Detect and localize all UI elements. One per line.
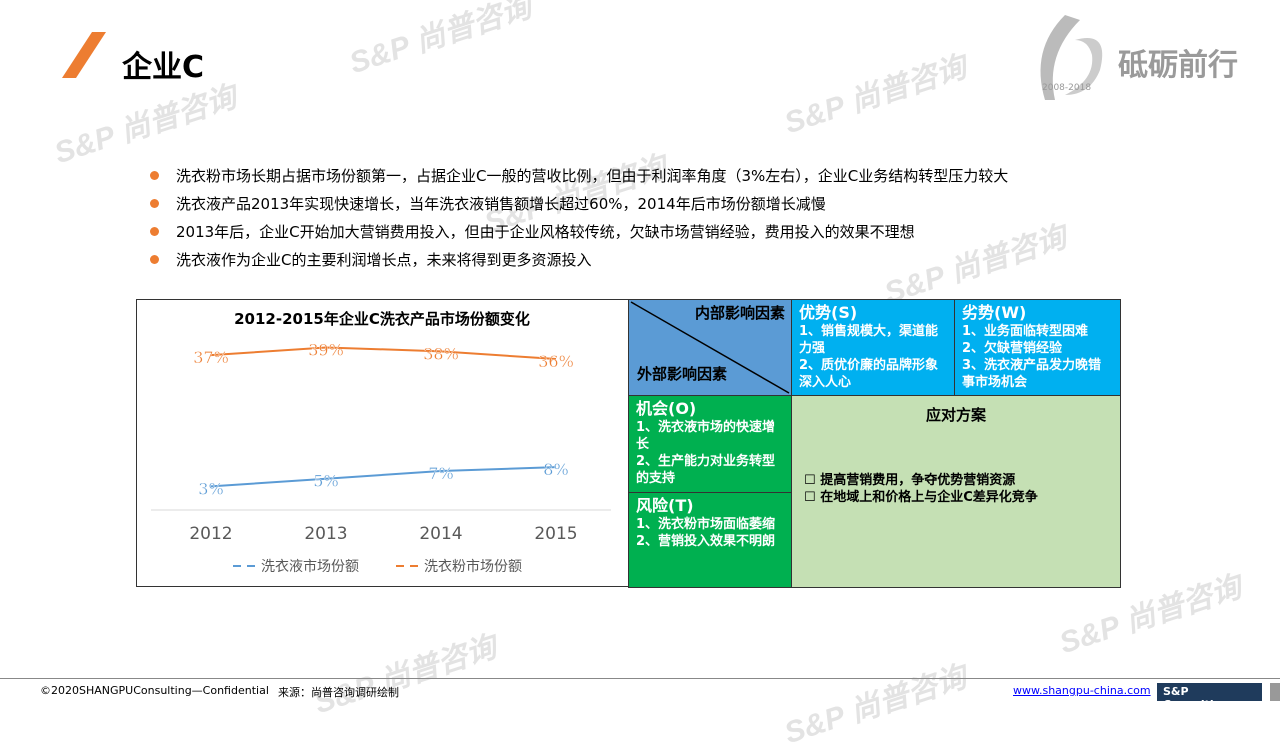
footer-logo: S&P Consulting — [1157, 683, 1262, 711]
x-tick-label: 2012 — [189, 524, 232, 544]
weaknesses-cell: 劣势(W) 1、业务面临转型困难 2、欠缺营销经验 3、洗衣液产品发力晚错事市场… — [954, 299, 1121, 396]
watermark: S&P 尚普咨询 — [310, 630, 501, 721]
swot-matrix: 内部影响因素 外部影响因素 优势(S) 1、销售规模大，渠道能力强 2、质优价廉… — [628, 299, 1121, 588]
brand-slogan: 砥砺前行 — [1118, 48, 1238, 83]
opportunities-title: 机会(O) — [636, 399, 697, 418]
line-chart: 2012-2015年企业C洗衣产品市场份额变化 2012 2013 2014 2015… — [151, 310, 611, 575]
anniversary-logo: 2008-2018 — [1040, 15, 1103, 100]
plan-item: ☐ 提高营销费用，争夺优势营销资源 — [804, 473, 1016, 488]
x-tick-label: 2015 — [534, 524, 577, 544]
strengths-items: 1、销售规模大，渠道能力强 2、质优价廉的品牌形象深入人心 — [799, 324, 939, 390]
swot-header-cell: 内部影响因素 外部影响因素 — [628, 299, 792, 396]
weaknesses-title: 劣势(W) — [962, 303, 1027, 322]
copyright: ©2020SHANGPUConsulting—Confidential — [40, 684, 269, 697]
opportunities-items: 1、洗衣液市场的快速增长 2、生产能力对业务转型的支持 — [636, 420, 776, 486]
bullet-item: 2013年后，企业C开始加大营销费用投入，但由于企业风格较传统，欠缺市场营销经验… — [148, 218, 1008, 246]
legend-label: 洗衣液市场份额 — [261, 558, 359, 575]
footer-accent — [1270, 683, 1280, 701]
data-label: 5% — [313, 472, 338, 491]
x-tick-label: 2013 — [304, 524, 347, 544]
source-note: 来源：尚普咨询调研绘制 — [278, 686, 399, 699]
watermark: S&P 尚普咨询 — [780, 50, 971, 141]
weaknesses-items: 1、业务面临转型困难 2、欠缺营销经验 3、洗衣液产品发力晚错事市场机会 — [962, 324, 1102, 390]
threats-title: 风险(T) — [636, 496, 694, 515]
watermark: S&P 尚普咨询 — [50, 80, 241, 171]
data-label: 3% — [198, 479, 223, 498]
opportunities-cell: 机会(O) 1、洗衣液市场的快速增长 2、生产能力对业务转型的支持 — [628, 395, 792, 493]
strengths-title: 优势(S) — [799, 303, 858, 322]
svg-text:2008-2018: 2008-2018 — [1042, 83, 1091, 93]
data-label: 8% — [543, 460, 568, 479]
footer-divider — [0, 678, 1280, 679]
watermark: S&P 尚普咨询 — [345, 0, 536, 81]
threats-cell: 风险(T) 1、洗衣粉市场面临萎缩 2、营销投入效果不明朗 — [628, 492, 792, 588]
plan-title: 应对方案 — [925, 406, 986, 424]
slash-accent-icon — [62, 32, 106, 78]
page-title: 企业C — [122, 50, 205, 85]
series-line — [210, 346, 557, 361]
data-label: 39% — [308, 340, 344, 359]
bullet-item: 洗衣粉市场长期占据市场份额第一，占据企业C一般的营收比例，但由于利润率角度（3%… — [148, 162, 1008, 190]
plan-item: ☐ 在地域上和价格上与企业C差异化竞争 — [804, 490, 1038, 505]
chart-title: 2012-2015年企业C洗衣产品市场份额变化 — [234, 310, 530, 328]
threats-items: 1、洗衣粉市场面临萎缩 2、营销投入效果不明朗 — [636, 517, 776, 549]
market-share-chart: 2012-2015年企业C洗衣产品市场份额变化 2012 2013 2014 2015… — [136, 299, 629, 587]
website-link[interactable]: www.shangpu-china.com — [1013, 684, 1151, 697]
bullet-list: 洗衣粉市场长期占据市场份额第一，占据企业C一般的营收比例，但由于利润率角度（3%… — [148, 162, 1008, 274]
x-tick-label: 2014 — [419, 524, 462, 544]
bullet-item: 洗衣液作为企业C的主要利润增长点，未来将得到更多资源投入 — [148, 246, 1008, 274]
strengths-cell: 优势(S) 1、销售规模大，渠道能力强 2、质优价廉的品牌形象深入人心 — [791, 299, 955, 396]
internal-label: 内部影响因素 — [694, 304, 785, 322]
series-line — [210, 466, 557, 488]
plan-cell: 应对方案 ☐ 提高营销费用，争夺优势营销资源 ☐ 在地域上和价格上与企业C差异化… — [791, 395, 1121, 588]
data-label: 37% — [193, 348, 229, 367]
legend-label: 洗衣粉市场份额 — [424, 558, 522, 575]
bullet-item: 洗衣液产品2013年实现快速增长，当年洗衣液销售额增长超过60%，2014年后市… — [148, 190, 1008, 218]
data-label: 7% — [428, 464, 453, 483]
data-label: 38% — [423, 344, 459, 363]
diagonal-line — [630, 301, 790, 394]
watermark: S&P 尚普咨询 — [780, 660, 971, 751]
data-label: 36% — [538, 352, 574, 371]
external-label: 外部影响因素 — [637, 365, 728, 383]
